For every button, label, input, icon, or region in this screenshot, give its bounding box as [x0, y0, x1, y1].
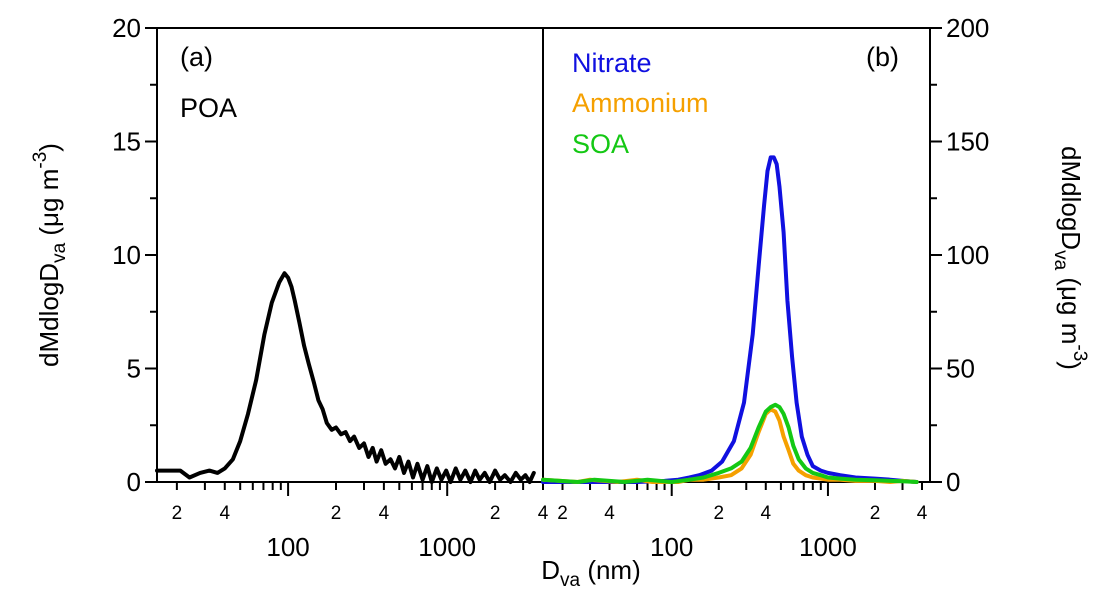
panel-a-xtick-minor-label: 4 — [538, 503, 549, 524]
panel-b-xtick-major-label: 100 — [650, 532, 693, 562]
panel-a-label: (a) — [180, 42, 213, 72]
legend-nitrate: Nitrate — [572, 48, 652, 78]
y-axis-label-left-sup: -3 — [30, 152, 51, 169]
panel-b-ytick-label: 200 — [946, 13, 989, 43]
panel-b-label: (b) — [866, 42, 899, 72]
panel-a-ytick-label: 10 — [112, 240, 141, 270]
panel-a-xtick-minor-label: 4 — [219, 503, 230, 524]
y-axis-label-right-sup: -3 — [1069, 344, 1090, 361]
y-axis-label-left-main: dMdlogD — [34, 263, 64, 367]
panel-a-x-axis: 2 4 2 4 2 4 100 1000 — [172, 482, 549, 562]
panel-b-ytick-label: 50 — [946, 354, 975, 384]
panel-b-xtick-minor-label: 2 — [713, 503, 724, 524]
y-axis-label-left-sub: va — [49, 242, 70, 263]
panel-b-series-nitrate — [541, 155, 919, 484]
y-axis-label-left-close: ) — [34, 143, 64, 152]
y-axis-label-left: dMdlogDva (μg m-3) — [30, 143, 70, 367]
y-axis-label-right-units: (μg m — [1056, 270, 1086, 344]
panel-a-xtick-minor-label: 2 — [490, 503, 501, 524]
panel-b-y-axis: 0 50 100 150 200 — [930, 13, 989, 497]
panel-b-ytick-label: 150 — [946, 127, 989, 157]
panel-b-ytick-label: 100 — [946, 240, 989, 270]
panel-b-xtick-minor-label: 4 — [760, 503, 771, 524]
legend-soa: SOA — [572, 129, 629, 159]
x-axis-label: Dva (nm) — [541, 555, 641, 589]
legend-ammonium: Ammonium — [572, 88, 709, 118]
panel-b-plot-area — [541, 155, 919, 484]
panel-b-xtick-minor-label: 4 — [917, 503, 928, 524]
y-axis-label-right-sub: va — [1050, 250, 1071, 271]
panel-a-y-axis: 0 5 10 15 20 — [112, 13, 157, 497]
panel-b-xtick-minor-label: 2 — [557, 503, 568, 524]
panel-a-xtick-major-label: 100 — [266, 532, 309, 562]
panel-b-xtick-minor-label: 4 — [604, 503, 615, 524]
panel-a-xtick-minor-label: 2 — [331, 503, 342, 524]
x-axis-label-units: (nm) — [580, 555, 641, 585]
panel-a-xtick-major-label: 1000 — [418, 532, 476, 562]
y-axis-label-right-main: dMdlogD — [1056, 146, 1086, 250]
panel-b-xtick-major-label: 1000 — [799, 532, 857, 562]
x-axis-label-sub: va — [560, 570, 581, 589]
panel-a-plot-area — [155, 271, 536, 484]
panel-a-ytick-label: 20 — [112, 13, 141, 43]
panel-b-xtick-minor-label: 2 — [870, 503, 881, 524]
panel-a-xtick-minor-label: 2 — [172, 503, 183, 524]
y-axis-label-right-close: ) — [1056, 361, 1086, 370]
y-axis-label-right: dMdlogDva (μg m-3) — [1050, 146, 1090, 370]
panel-b-series-soa — [541, 402, 919, 484]
panel-b-ytick-label: 0 — [946, 467, 960, 497]
panel-a-ytick-label: 0 — [127, 467, 141, 497]
panel-a-ytick-label: 15 — [112, 127, 141, 157]
panel-a-annotation: POA — [180, 93, 237, 123]
panel-a-series-poa — [155, 271, 536, 484]
panel-a-ytick-label: 5 — [127, 354, 141, 384]
panel-b-x-axis: 2 4 2 4 2 4 100 1000 — [557, 482, 928, 562]
y-axis-label-left-units: (μg m — [34, 169, 64, 243]
x-axis-label-main: D — [541, 555, 560, 585]
panel-a-xtick-minor-label: 4 — [379, 503, 390, 524]
